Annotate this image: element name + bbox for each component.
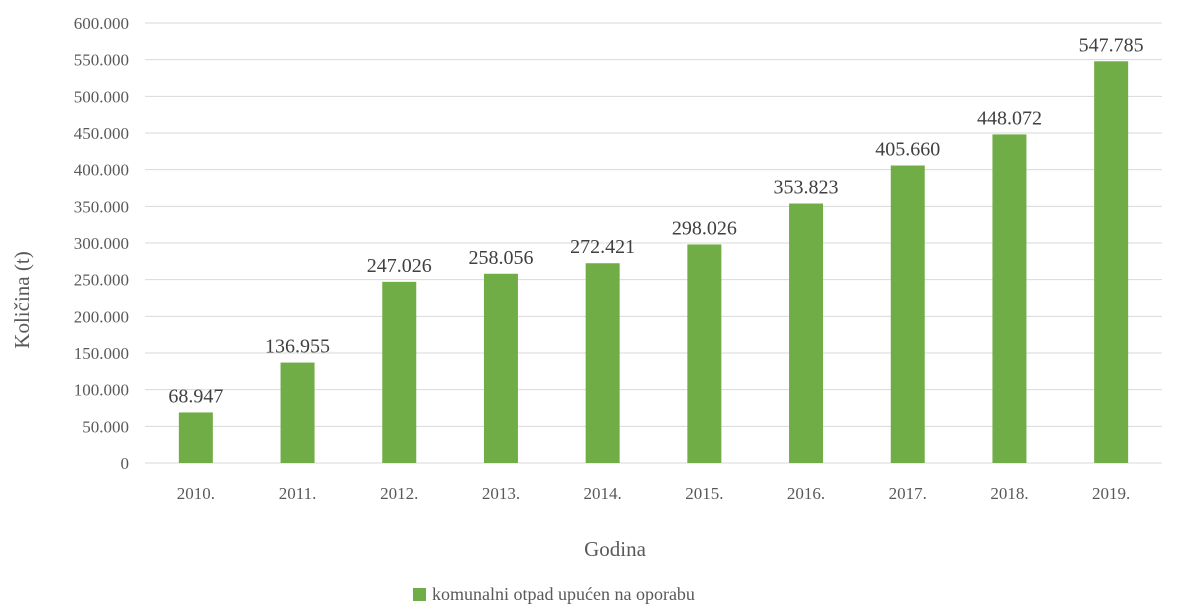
legend-swatch [413,588,426,601]
bar [585,263,620,463]
bar [1094,61,1129,463]
x-tick-label: 2018. [990,484,1028,503]
bar [382,281,417,463]
data-label: 405.660 [875,139,940,161]
bar [483,273,518,463]
y-tick-label: 600.000 [74,14,129,33]
data-label: 298.026 [672,217,737,239]
bar [789,203,824,464]
y-tick-label: 400.000 [74,161,129,180]
y-tick-label: 300.000 [74,234,129,253]
y-tick-label: 200.000 [74,307,129,326]
y-axis-tick-labels: 0 50.000 100.000 150.000 200.000 250.000 300.0… [74,14,129,473]
x-tick-label: 2019. [1092,484,1130,503]
data-label: 353.823 [774,177,839,199]
bar [178,412,213,463]
data-label: 258.056 [468,247,533,269]
x-axis-title: Godina [584,537,647,561]
data-label: 247.026 [367,255,432,277]
bar [890,165,925,464]
x-tick-label: 2010. [177,484,215,503]
y-tick-label: 150.000 [74,344,129,363]
data-label: 136.955 [265,336,330,358]
y-tick-label: 500.000 [74,87,129,106]
bars [178,61,1129,464]
legend: komunalni otpad upućen na oporabu [413,584,695,604]
x-axis-tick-labels: 2010. 2011. 2012. 2013. 2014. 2015. 2016. 2017.… [177,484,1131,503]
data-label: 68.947 [168,385,223,407]
y-axis-title: Količina (t) [10,251,34,348]
bar [280,362,315,463]
y-tick-label: 350.000 [74,197,129,216]
data-label: 272.421 [570,236,635,258]
x-tick-label: 2015. [685,484,723,503]
y-tick-label: 450.000 [74,124,129,143]
y-tick-label: 250.000 [74,271,129,290]
data-labels: 68.947 136.955 247.026 258.056 272.421 298.02… [168,34,1143,407]
legend-label: komunalni otpad upućen na oporabu [432,584,695,604]
x-tick-label: 2014. [584,484,622,503]
x-tick-label: 2012. [380,484,418,503]
y-tick-label: 550.000 [74,51,129,70]
x-tick-label: 2016. [787,484,825,503]
bar [992,134,1027,463]
x-tick-label: 2017. [889,484,927,503]
y-tick-label: 50.000 [82,417,129,436]
data-label: 547.785 [1079,34,1144,56]
y-tick-label: 100.000 [74,381,129,400]
data-label: 448.072 [977,107,1042,129]
y-tick-label: 0 [121,454,130,473]
bar [687,244,722,463]
x-tick-label: 2011. [279,484,317,503]
x-tick-label: 2013. [482,484,520,503]
